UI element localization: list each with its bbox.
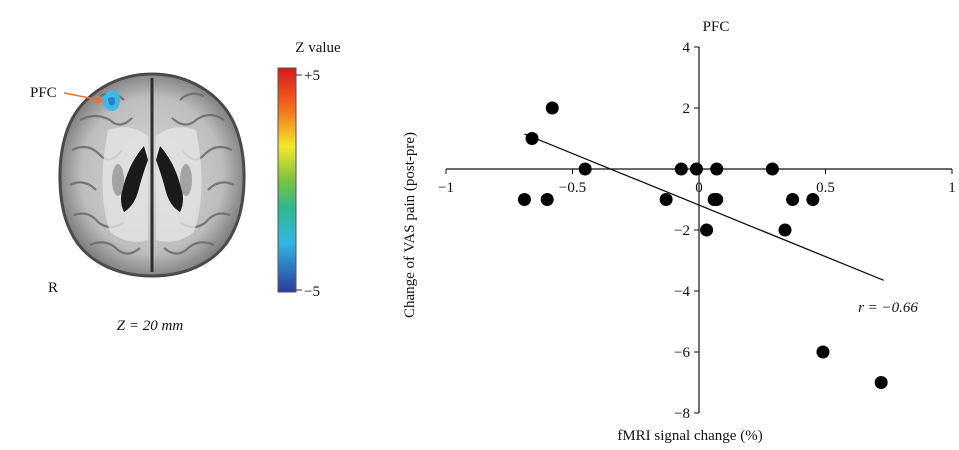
slice-label: Z = 20 mm: [117, 318, 184, 334]
hemisphere-label: R: [48, 280, 58, 296]
trend-line: [524, 133, 884, 281]
data-point: [700, 223, 714, 237]
y-tick-label: −4: [674, 284, 690, 300]
data-point: [710, 162, 724, 176]
x-tick-label: −1: [438, 180, 454, 196]
data-point: [525, 132, 539, 145]
x-tick-label: 1: [948, 180, 956, 196]
data-point: [659, 193, 673, 206]
y-tick-label: −8: [674, 406, 690, 422]
colorbar: [277, 67, 297, 293]
data-point: [806, 193, 820, 206]
data-point: [778, 223, 792, 237]
brain-panel: PFC R Z = 20 mm Z value +5 −5: [0, 0, 380, 445]
brain-slice: [58, 72, 246, 278]
correlation-annotation: r = −0.66: [858, 300, 918, 316]
x-axis-title: fMRI signal change (%): [617, 428, 762, 444]
y-tick-label: −6: [674, 345, 690, 361]
x-tick-label: −0.5: [559, 180, 586, 196]
brain-figure: PFC R Z = 20 mm Z value +5 −5: [30, 40, 341, 334]
data-point: [517, 193, 531, 206]
chart-title: PFC: [703, 19, 730, 35]
pfc-region-label: PFC: [30, 85, 57, 101]
y-tick-label: 4: [683, 40, 691, 56]
y-tick-label: −2: [674, 223, 690, 239]
data-point: [545, 101, 559, 115]
data-point: [578, 162, 592, 176]
pfc-activation-blob: [102, 90, 120, 111]
scatter-plot-svg: PFC −1 −0.5 0 0.5 1 4 2 −2 −4 −6 −8 r = −0.66 fMR…: [402, 19, 956, 444]
colorbar-min-label: −5: [304, 284, 320, 300]
data-point: [674, 162, 688, 176]
data-point: [765, 162, 779, 176]
data-point: [874, 376, 888, 389]
y-tick-label: 2: [683, 101, 691, 117]
colorbar-title: Z value: [295, 40, 341, 56]
data-points: [517, 101, 888, 389]
data-point: [816, 345, 830, 359]
x-tick-label: 0.5: [816, 180, 835, 196]
data-point: [786, 193, 800, 206]
x-axis-ticks: −1 −0.5 0 0.5 1: [438, 169, 956, 196]
data-point: [689, 162, 703, 176]
data-point: [710, 193, 724, 206]
colorbar-max-label: +5: [304, 68, 320, 84]
y-axis-ticks: 4 2 −2 −4 −6 −8: [674, 40, 699, 422]
data-point: [540, 193, 554, 206]
y-axis-title: Change of VAS pain (post-pre): [402, 132, 418, 318]
x-tick-label: 0: [695, 180, 703, 196]
pfc-arrow: [63, 92, 104, 104]
scatter-chart: PFC −1 −0.5 0 0.5 1 4 2 −2 −4 −6 −8 r = −0.66 fMR…: [380, 0, 959, 445]
